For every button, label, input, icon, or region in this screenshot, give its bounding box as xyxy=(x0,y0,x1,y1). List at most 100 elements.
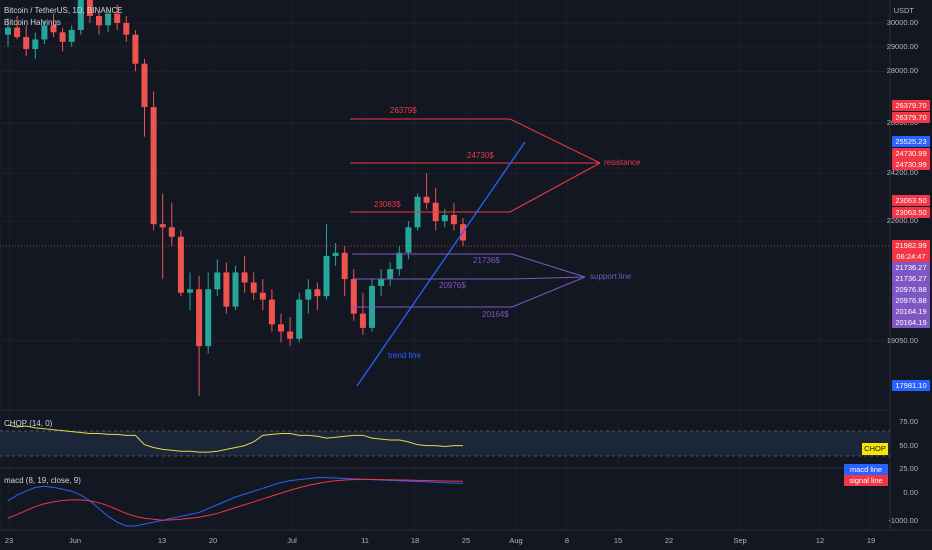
candle-body xyxy=(268,299,275,325)
candle-body xyxy=(41,25,48,40)
candle-body xyxy=(323,255,330,297)
price-tag: 26379.70 xyxy=(892,112,930,123)
candle-body xyxy=(159,224,166,228)
signal-line[interactable] xyxy=(7,478,464,521)
annotation-trend-line: trend line xyxy=(388,351,421,360)
support-callout-2 xyxy=(511,276,586,280)
time-tick-label: 12 xyxy=(815,536,825,545)
candle-body xyxy=(96,15,102,26)
time-tick-label: Jul xyxy=(287,536,297,545)
time-tick-label: Jun xyxy=(68,536,82,545)
candlestick-series[interactable] xyxy=(5,0,466,397)
candle-body xyxy=(150,107,157,225)
trend-line[interactable] xyxy=(356,141,526,387)
candle-body xyxy=(14,27,21,38)
candle-body xyxy=(5,27,11,35)
annotation-24730: 24730$ xyxy=(467,151,494,160)
candle-body xyxy=(187,289,193,293)
signal-legend: signal line xyxy=(844,475,888,486)
candle-body xyxy=(314,289,321,297)
grid-lines-horizontal xyxy=(0,22,890,342)
resistance-drawings[interactable] xyxy=(350,118,601,213)
chop-indicator-label[interactable]: CHOP (14, 0) xyxy=(4,419,53,428)
time-tick-label: Sep xyxy=(733,536,747,545)
candle-body xyxy=(259,292,266,300)
annotation-support-line: support line xyxy=(590,272,632,281)
time-tick-label: 18 xyxy=(410,536,420,545)
price-tag: 20976.88 xyxy=(892,295,930,306)
candle-body xyxy=(332,252,339,256)
price-tag: 20164.19 xyxy=(892,317,930,328)
candle-body xyxy=(32,39,39,50)
price-tick-label: 19050.00 xyxy=(886,335,918,345)
macd-line[interactable] xyxy=(7,477,464,527)
price-tag: 20976.88 xyxy=(892,284,930,295)
candle-body xyxy=(196,289,203,347)
candle-body xyxy=(105,13,112,26)
candle-body xyxy=(250,282,257,293)
candle-body xyxy=(23,37,30,50)
annotation-20976: 20976$ xyxy=(439,281,466,290)
annotation-resistance: resistance xyxy=(604,158,641,167)
price-tag: 26379.70 xyxy=(892,100,930,111)
candle-body xyxy=(50,25,57,33)
candle-body xyxy=(359,313,366,328)
price-tag: 21982.99 xyxy=(892,240,930,251)
candle-body xyxy=(123,22,130,35)
price-tag: 06:24:47 xyxy=(892,251,930,262)
macd-indicator-label[interactable]: macd (8, 19, close, 9) xyxy=(4,476,81,485)
resistance-callout-3 xyxy=(509,162,601,213)
symbol-title[interactable]: Bitcoin / TetherUS, 1D, BINANCE xyxy=(4,6,123,15)
price-tag: 23063.50 xyxy=(892,195,930,206)
price-tag: 24730.99 xyxy=(892,159,930,170)
candle-body xyxy=(86,0,93,16)
candle-body xyxy=(350,279,357,314)
chop-tick-label: 75.00 xyxy=(899,417,918,426)
price-tick-label: 28000.00 xyxy=(886,66,918,76)
candle-body xyxy=(68,29,75,42)
candle-body xyxy=(59,32,66,42)
price-tick-label: 22600.00 xyxy=(886,216,918,226)
indicator-label[interactable]: Bitcoin Halvings xyxy=(4,18,61,27)
macd-legend: macd line xyxy=(844,464,888,475)
time-tick-label: 15 xyxy=(613,536,623,545)
chop-band xyxy=(0,431,890,456)
annotation-20164: 20164$ xyxy=(482,310,509,319)
candle-body xyxy=(214,272,221,290)
macd-tick-label: -1000.00 xyxy=(888,516,918,525)
time-tick-label: 11 xyxy=(361,536,369,545)
candle-body xyxy=(141,63,148,108)
time-tick-label: 22 xyxy=(664,536,674,545)
candle-body xyxy=(387,269,394,280)
price-tick-label: 24200.00 xyxy=(886,168,918,178)
time-tick-label: 8 xyxy=(564,536,570,545)
price-tag: 17981.10 xyxy=(892,380,930,391)
candle-body xyxy=(423,196,430,203)
support-callout-3 xyxy=(511,276,586,308)
candle-body xyxy=(205,289,212,347)
support-drawings[interactable] xyxy=(352,253,586,308)
candle-body xyxy=(241,272,248,283)
annotation-23063: 23063$ xyxy=(374,200,401,209)
time-tick-label: 23 xyxy=(4,536,14,545)
time-tick-label: Aug xyxy=(509,536,523,545)
price-tag: 25525.23 xyxy=(892,136,930,147)
price-tick-label: 30000.00 xyxy=(886,17,918,27)
macd-tick-label: 0.00 xyxy=(903,488,918,497)
chop-line[interactable] xyxy=(7,424,463,453)
candle-body xyxy=(287,331,294,339)
time-tick-label: 13 xyxy=(157,536,167,545)
annotation-26379: 26379$ xyxy=(390,106,417,115)
candle-body xyxy=(278,324,284,332)
candle-body xyxy=(405,227,412,253)
chop-tick-label: 50.00 xyxy=(899,441,918,450)
resistance-callout-1 xyxy=(509,118,601,164)
candle-body xyxy=(77,0,84,30)
candle-body xyxy=(305,289,312,300)
price-tick-label: 29000.00 xyxy=(886,41,918,51)
support-callout-1 xyxy=(511,253,586,278)
candle-body xyxy=(378,279,385,286)
candle-body xyxy=(177,236,184,293)
price-tag: 20164.19 xyxy=(892,306,930,317)
